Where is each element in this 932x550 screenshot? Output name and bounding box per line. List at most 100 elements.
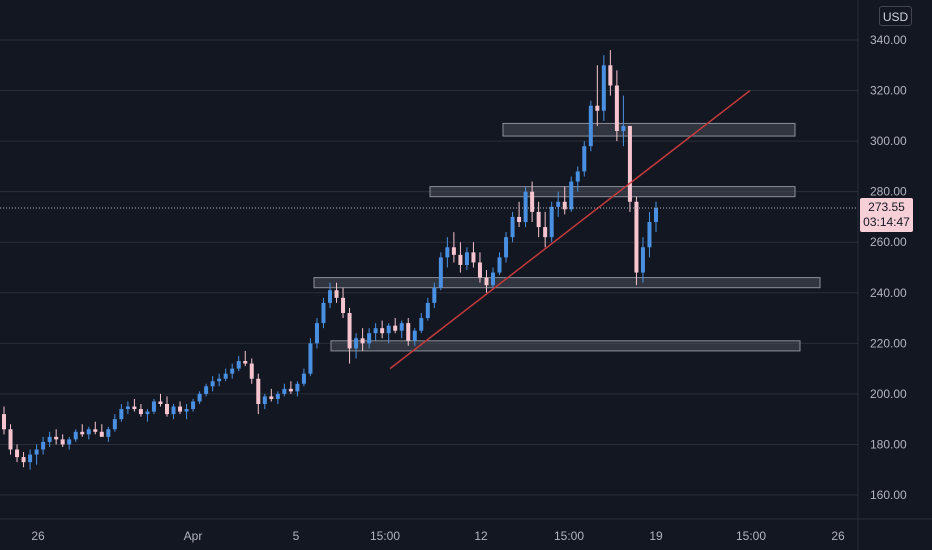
candle-body <box>484 277 489 286</box>
candle-body <box>334 290 339 298</box>
candle-body <box>386 325 391 334</box>
candle-body <box>106 429 111 437</box>
candle-body <box>99 431 104 437</box>
candle-body <box>112 419 117 430</box>
candle-body <box>504 237 509 258</box>
candle-body <box>236 361 241 369</box>
candle-body <box>640 247 645 273</box>
time-tick-label: 19 <box>649 529 663 543</box>
candle-body <box>60 439 65 445</box>
candle-body <box>654 207 658 222</box>
candle-body <box>438 257 443 288</box>
currency-button[interactable]: USD <box>879 6 912 26</box>
candle-body <box>282 388 287 394</box>
candle-body <box>328 290 332 303</box>
candle-body <box>491 272 495 286</box>
candle-body <box>295 383 300 392</box>
candle-body <box>223 373 228 379</box>
candle-body <box>217 378 222 382</box>
price-tick-label: 260.00 <box>870 235 907 249</box>
time-tick-label: Apr <box>184 529 203 543</box>
candle-body <box>406 323 411 341</box>
time-tick-label: 26 <box>831 529 845 543</box>
candle-body <box>373 328 378 334</box>
price-tick-label: 220.00 <box>870 336 907 350</box>
price-tick-label: 240.00 <box>870 286 907 300</box>
last-price-value: 273.55 <box>868 200 905 214</box>
candle-body <box>165 404 169 415</box>
time-tick-label: 5 <box>293 529 300 543</box>
candle-body <box>458 254 463 265</box>
price-tick-label: 200.00 <box>870 387 907 401</box>
price-tick-label: 320.00 <box>870 84 907 98</box>
candle-body <box>530 191 535 212</box>
trendline-segment <box>389 89 751 370</box>
candle-body <box>2 414 6 430</box>
candle-body <box>380 328 385 334</box>
candle-body <box>204 386 209 394</box>
candle-body <box>451 247 456 255</box>
candle-body <box>510 216 515 238</box>
time-tick-label: 15:00 <box>736 529 766 543</box>
time-tick-label: 12 <box>474 529 488 543</box>
candle-body <box>184 409 189 412</box>
candle-body <box>288 388 293 392</box>
candle-body <box>145 411 150 415</box>
candle-body <box>575 171 580 182</box>
time-axis[interactable]: 26 Apr 5 15:00 12 15:00 19 15:00 26 <box>31 529 845 543</box>
candle-body <box>360 338 365 344</box>
candle-body <box>601 65 606 111</box>
support-resistance-zones <box>313 122 821 352</box>
trendline <box>389 89 751 370</box>
candle-body <box>608 65 613 86</box>
candle-body <box>73 431 78 440</box>
candle-body <box>517 216 522 222</box>
candle-body <box>34 449 39 455</box>
candle-body <box>367 333 372 344</box>
price-tick-label: 280.00 <box>870 185 907 199</box>
candle-body <box>399 323 404 331</box>
candle-body <box>562 201 567 210</box>
candle-body <box>321 302 326 324</box>
zone-rectangle <box>429 186 796 198</box>
candlestick-series <box>2 50 658 470</box>
price-axis[interactable]: 340.00 320.00 300.00 280.00 260.00 240.00 220.… <box>870 33 907 502</box>
candle-body <box>275 393 280 399</box>
candle-body <box>8 429 13 450</box>
candle-body <box>412 330 417 341</box>
candle-body <box>191 401 196 410</box>
candle-body <box>125 406 130 410</box>
candle-body <box>543 227 548 238</box>
candle-body <box>471 252 476 263</box>
candle-body <box>171 406 176 415</box>
candle-body <box>249 363 254 379</box>
zone-rectangle <box>330 340 801 352</box>
candle-body <box>47 436 52 442</box>
last-price-tag: 273.55 03:14:47 <box>860 198 913 232</box>
candle-body <box>269 396 274 399</box>
candle-body <box>614 85 619 131</box>
candle-body <box>158 401 163 404</box>
candle-body <box>197 393 202 402</box>
candle-body <box>28 454 33 463</box>
candle-body <box>54 436 59 440</box>
candle-body <box>243 361 248 364</box>
price-tick-label: 160.00 <box>870 488 907 502</box>
candle-body <box>308 343 313 374</box>
candle-body <box>93 429 98 432</box>
candle-body <box>445 247 450 258</box>
candle-body <box>119 409 124 420</box>
candle-body <box>151 401 156 412</box>
candle-body <box>178 406 183 412</box>
time-tick-label: 15:00 <box>554 529 584 543</box>
candle-body <box>556 201 561 207</box>
candle-body <box>354 338 359 349</box>
price-tick-label: 340.00 <box>870 33 907 47</box>
candle-body <box>393 325 398 331</box>
price-tick-label: 180.00 <box>870 437 907 451</box>
candle-body <box>138 409 143 415</box>
candle-body <box>67 439 72 445</box>
candle-body <box>595 105 600 111</box>
